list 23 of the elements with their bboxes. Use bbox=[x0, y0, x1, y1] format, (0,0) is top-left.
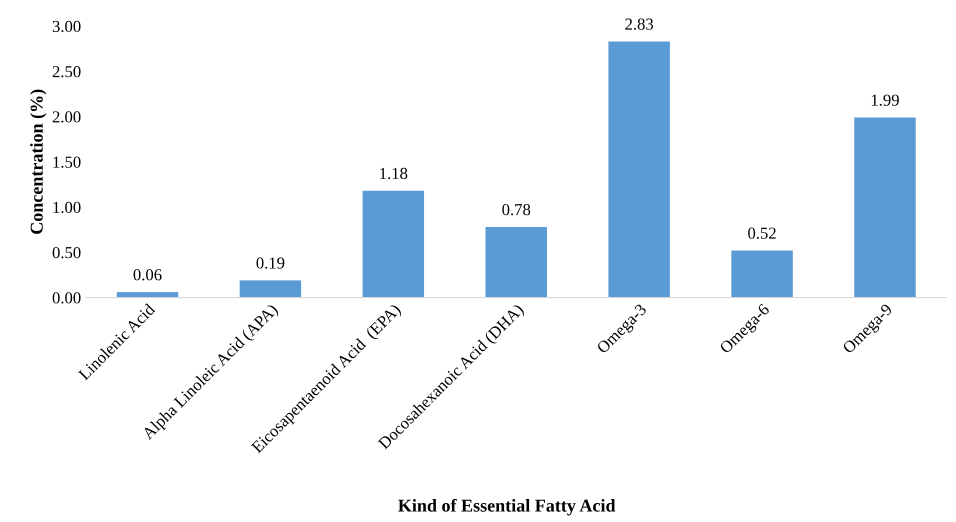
bar bbox=[608, 41, 670, 298]
data-label: 0.19 bbox=[256, 257, 284, 269]
bar bbox=[116, 292, 178, 298]
y-tick-label: 1.00 bbox=[53, 202, 81, 214]
y-tick-label: 1.50 bbox=[53, 156, 81, 168]
y-tick-label: 0.00 bbox=[52, 292, 81, 304]
bar bbox=[854, 117, 916, 298]
bar bbox=[486, 226, 547, 298]
x-axis-title: Kind of Essential Fatty Acid bbox=[398, 498, 616, 516]
data-label: 1.99 bbox=[872, 94, 899, 106]
bar bbox=[240, 280, 302, 298]
data-label: 0.78 bbox=[502, 204, 530, 216]
data-label: 2.83 bbox=[625, 18, 654, 30]
data-label: 0.06 bbox=[134, 269, 162, 280]
y-tick-label: 2.00 bbox=[52, 111, 81, 123]
data-label: 0.52 bbox=[748, 228, 776, 239]
bar bbox=[731, 250, 793, 298]
y-tick-label: 2.50 bbox=[52, 66, 81, 78]
data-label: 1.18 bbox=[380, 168, 408, 180]
y-tick-label: 3.00 bbox=[52, 20, 81, 32]
y-axis-title: Concentration (%) bbox=[30, 90, 46, 234]
bar bbox=[362, 190, 424, 298]
y-tick-label: 0.50 bbox=[52, 247, 81, 258]
